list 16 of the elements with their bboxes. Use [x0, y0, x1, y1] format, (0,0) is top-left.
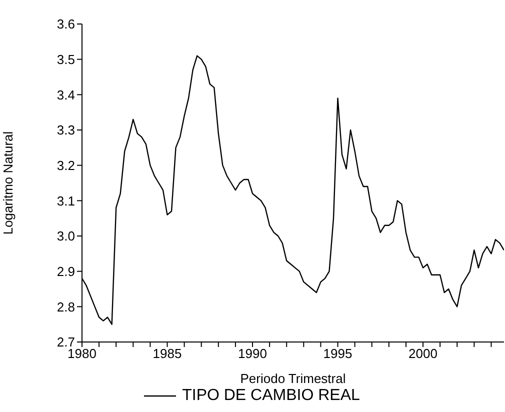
y-tick-label: 2.8: [56, 299, 75, 314]
x-tick-label: 1995: [323, 346, 352, 362]
y-tick-label: 3.2: [56, 158, 75, 173]
legend-label: TIPO DE CAMBIO REAL: [182, 387, 360, 405]
y-tick-label: 3.5: [56, 52, 75, 67]
y-tick-label: 3.0: [56, 228, 75, 244]
y-tick-label: 2.9: [56, 264, 75, 279]
y-tick-label: 3.4: [56, 87, 75, 102]
x-tick-label: 1990: [238, 346, 267, 362]
y-axis-title: Logaritmo Natural: [0, 131, 16, 235]
x-tick-label: 2000: [408, 346, 438, 362]
y-tick-label: 3.3: [56, 122, 75, 138]
x-axis-title: Periodo Trimestral: [240, 371, 346, 386]
y-tick-label: 3.1: [56, 193, 75, 208]
y-tick-label: 3.6: [56, 16, 75, 32]
x-tick-label: 1985: [152, 346, 182, 362]
